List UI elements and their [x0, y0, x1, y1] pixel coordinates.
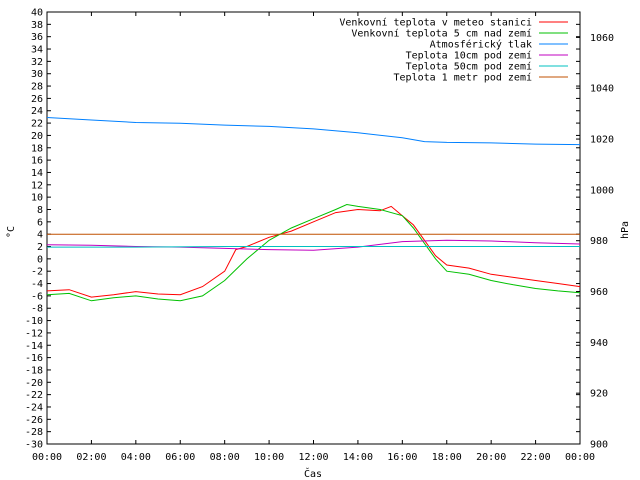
x-tick-label: 04:00: [121, 452, 151, 463]
left-y-tick-label: 10: [31, 193, 43, 204]
x-tick-label: 14:00: [343, 452, 373, 463]
left-y-tick-label: 14: [31, 168, 43, 179]
left-y-tick-label: 4: [37, 230, 43, 241]
left-y-tick-label: 28: [31, 82, 43, 93]
x-tick-label: 10:00: [254, 452, 284, 463]
left-y-tick-label: 24: [31, 106, 43, 117]
left-y-tick-label: -10: [25, 316, 43, 327]
left-y-tick-label: -26: [25, 415, 43, 426]
left-y-tick-label: -12: [25, 328, 43, 339]
left-y-tick-label: -18: [25, 365, 43, 376]
x-axis-label: Čas: [304, 467, 322, 480]
right-y-tick-label: 920: [590, 389, 608, 400]
x-tick-label: 00:00: [565, 452, 595, 463]
right-y-tick-label: 1060: [590, 33, 614, 44]
x-tick-label: 20:00: [476, 452, 506, 463]
left-y-tick-label: 36: [31, 32, 43, 43]
left-y-tick-label: -20: [25, 378, 43, 389]
right-y-tick-label: 980: [590, 236, 608, 247]
left-y-tick-label: 34: [31, 45, 43, 56]
legend-label: Venkovní teplota 5 cm nad zemí: [351, 28, 532, 40]
legend-label: Atmosférický tlak: [430, 39, 532, 51]
left-y-tick-label: 6: [37, 217, 43, 228]
left-y-tick-label: 16: [31, 156, 43, 167]
legend-label: Teplota 50cm pod zemí: [406, 61, 532, 73]
left-y-tick-label: -6: [31, 291, 43, 302]
left-y-tick-label: 8: [37, 205, 43, 216]
right-y-tick-label: 1020: [590, 135, 614, 146]
left-y-tick-label: -30: [25, 440, 43, 451]
right-y-tick-label: 940: [590, 338, 608, 349]
left-y-tick-label: -16: [25, 353, 43, 364]
x-tick-label: 00:00: [32, 452, 62, 463]
right-y-axis-label: hPa: [620, 221, 631, 239]
x-tick-label: 12:00: [298, 452, 328, 463]
left-y-tick-label: 32: [31, 57, 43, 68]
left-y-tick-label: 22: [31, 119, 43, 130]
series-line-1: [46, 205, 581, 298]
left-y-tick-label: 26: [31, 94, 43, 105]
series-line-4: [46, 239, 581, 251]
left-y-tick-label: 18: [31, 143, 43, 154]
left-y-tick-label: 2: [37, 242, 43, 253]
right-y-tick-label: 1040: [590, 84, 614, 95]
left-y-tick-label: -2: [31, 267, 43, 278]
legend: Venkovní teplota v meteo staniciVenkovní…: [339, 17, 568, 84]
left-y-axis: 4038363432302826242220181614121086420-2-…: [25, 8, 580, 451]
series-layer: [46, 117, 581, 302]
left-y-tick-label: 0: [37, 254, 43, 265]
left-y-tick-label: -28: [25, 427, 43, 438]
x-tick-label: 22:00: [521, 452, 551, 463]
right-y-tick-label: 960: [590, 287, 608, 298]
x-tick-label: 16:00: [387, 452, 417, 463]
left-y-tick-label: 30: [31, 69, 43, 80]
series-line-2: [46, 203, 581, 302]
series-line-5: [47, 246, 580, 248]
right-y-tick-label: 900: [590, 440, 608, 451]
legend-label: Teplota 10cm pod zemí: [406, 50, 532, 62]
x-tick-label: 02:00: [76, 452, 106, 463]
left-y-tick-label: -14: [25, 341, 43, 352]
x-tick-label: 18:00: [432, 452, 462, 463]
left-y-tick-label: -24: [25, 402, 43, 413]
right-y-axis: 1060 1040 1020 1000 980 960 940 920 900: [576, 33, 614, 451]
left-y-tick-label: -22: [25, 390, 43, 401]
x-axis: 00:00 02:00 04:00 06:00 08:00 10:00 12:00 14:00…: [32, 12, 595, 463]
series-line-3: [46, 117, 581, 146]
left-y-tick-label: 12: [31, 180, 43, 191]
left-y-axis-label: °C: [6, 226, 17, 238]
right-y-tick-label: 1000: [590, 185, 614, 196]
left-y-tick-label: 20: [31, 131, 43, 142]
legend-label: Venkovní teplota v meteo stanici: [339, 17, 532, 29]
legend-label: Teplota 1 metr pod zemí: [394, 72, 532, 84]
left-y-tick-label: 40: [31, 8, 43, 19]
left-y-tick-label: -8: [31, 304, 43, 315]
left-y-tick-label: 38: [31, 20, 43, 31]
x-tick-label: 08:00: [210, 452, 240, 463]
x-tick-label: 06:00: [165, 452, 195, 463]
left-y-tick-label: -4: [31, 279, 43, 290]
